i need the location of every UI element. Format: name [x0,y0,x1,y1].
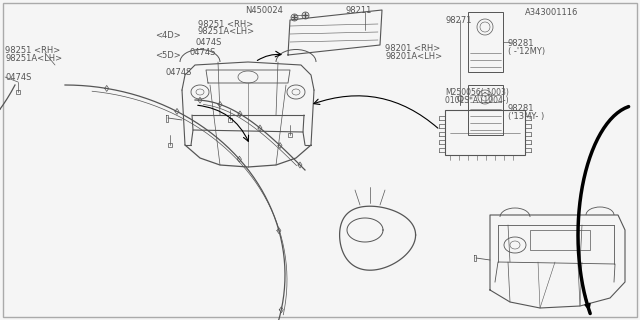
Text: 98251A<LH>: 98251A<LH> [5,53,62,62]
Text: 98251 <RH>: 98251 <RH> [198,20,253,28]
Text: 98271: 98271 [445,15,472,25]
Text: 98211: 98211 [345,5,371,14]
Text: 0474S: 0474S [165,68,191,76]
Bar [468,85,503,135]
Text: A343001116: A343001116 [525,7,579,17]
Text: 0474S: 0474S [5,73,31,82]
Text: 98201 <RH>: 98201 <RH> [385,44,440,52]
Text: 0474S: 0474S [190,47,216,57]
Text: 0101S*A (1004-): 0101S*A (1004-) [445,95,509,105]
Text: 98251A<LH>: 98251A<LH> [198,27,255,36]
Text: M250056(-1003): M250056(-1003) [445,87,509,97]
Text: 98201A<LH>: 98201A<LH> [385,52,442,60]
Bar [530,230,590,250]
Text: <4D>: <4D> [155,30,180,39]
Text: N450024: N450024 [245,5,283,14]
Text: 98281: 98281 [508,103,534,113]
Text: ('13MY- ): ('13MY- ) [508,111,544,121]
Bar [468,12,503,72]
Text: 98251 <RH>: 98251 <RH> [5,45,60,54]
Bar [445,110,525,155]
Text: 0474S: 0474S [195,37,221,46]
Text: 98281: 98281 [508,38,534,47]
Text: ( -'12MY): ( -'12MY) [508,46,545,55]
Text: <5D>: <5D> [155,51,180,60]
